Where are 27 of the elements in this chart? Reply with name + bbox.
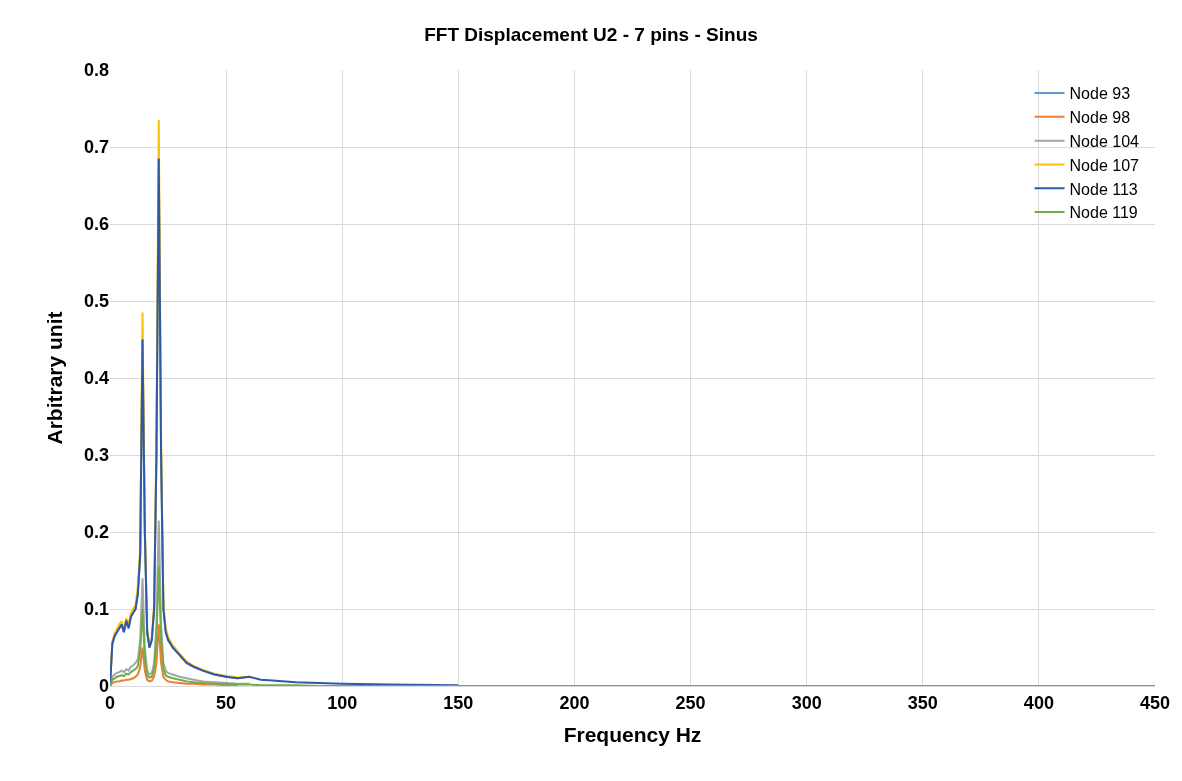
legend-label: Node 104 (1069, 132, 1140, 150)
y-tick-label: 0.7 (83, 137, 109, 158)
x-tick-label: 450 (1139, 692, 1171, 713)
y-tick-label: 0.1 (83, 599, 109, 620)
y-tick-label: 0 (98, 676, 109, 697)
y-axis-title: Arbitrary unit (43, 311, 67, 445)
legend-label: Node 107 (1069, 156, 1140, 174)
x-axis-title: Frequency Hz (563, 722, 702, 746)
y-tick-label: 0.8 (83, 60, 109, 81)
y-tick-label: 0.5 (83, 291, 109, 312)
legend-label: Node 98 (1069, 109, 1131, 127)
x-tick-label: 100 (327, 692, 358, 713)
y-tick-label: 0.3 (83, 445, 109, 466)
legend-label: Node 113 (1069, 180, 1138, 198)
chart-title: FFT Displacement U2 - 7 pins - Sinus (424, 23, 758, 45)
y-tick-label: 0.2 (83, 522, 109, 543)
x-tick-label: 300 (791, 692, 822, 713)
y-tick-label: 0.6 (83, 214, 109, 235)
legend-label: Node 93 (1069, 85, 1131, 103)
legend-label: Node 119 (1069, 204, 1138, 222)
x-tick-label: 200 (559, 692, 590, 713)
x-tick-label: 250 (675, 692, 706, 713)
x-tick-label: 400 (1023, 692, 1054, 713)
y-tick-label: 0.4 (83, 368, 109, 389)
x-tick-label: 350 (907, 692, 938, 713)
x-tick-label: 150 (443, 692, 474, 713)
x-tick-label: 50 (216, 692, 237, 713)
